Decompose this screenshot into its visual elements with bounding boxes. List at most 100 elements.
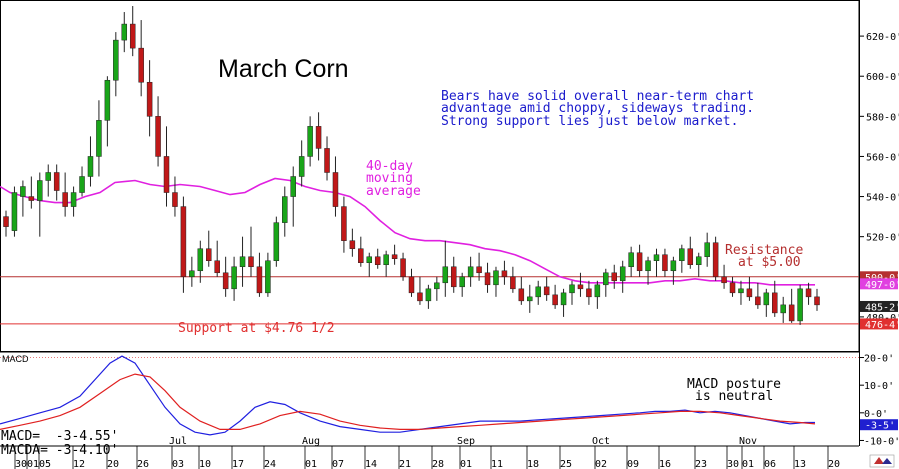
price-tick-label: 480-0' bbox=[866, 313, 899, 324]
candle-body bbox=[214, 260, 220, 274]
candle-body bbox=[594, 284, 601, 298]
candle-body bbox=[763, 292, 770, 306]
candle bbox=[662, 248, 668, 277]
x-tick-label: 03 bbox=[172, 459, 184, 469]
candle bbox=[467, 256, 474, 287]
x-tick-label: 20 bbox=[828, 459, 840, 469]
candle-body bbox=[265, 260, 271, 294]
candle-body bbox=[391, 254, 398, 259]
candle-body bbox=[459, 276, 465, 288]
candle bbox=[619, 260, 626, 293]
commentary-text: Bears have solid overall near-term chart… bbox=[441, 89, 762, 129]
candle bbox=[155, 96, 161, 167]
candle-body bbox=[239, 256, 246, 268]
price-tag: 497-0' bbox=[860, 278, 899, 291]
candle-body bbox=[552, 294, 558, 306]
candle bbox=[374, 248, 381, 269]
candle bbox=[324, 136, 330, 181]
logo-icon bbox=[869, 454, 895, 468]
candle bbox=[442, 240, 449, 297]
price-tag: 500-0' bbox=[860, 271, 899, 284]
candle bbox=[721, 264, 727, 289]
candle-body bbox=[484, 272, 491, 286]
candle-body bbox=[3, 216, 9, 227]
candle-body bbox=[374, 256, 381, 266]
candle bbox=[594, 280, 601, 309]
candle bbox=[70, 186, 77, 217]
candle-body bbox=[332, 172, 339, 207]
x-tick-label: 01 bbox=[305, 459, 317, 469]
x-tick-label: 12 bbox=[73, 459, 85, 469]
candle-body bbox=[442, 266, 449, 284]
candle-body bbox=[476, 266, 482, 274]
candle bbox=[569, 280, 575, 305]
candle bbox=[417, 276, 423, 305]
candle bbox=[408, 268, 415, 297]
candle-body bbox=[408, 276, 415, 294]
candle bbox=[603, 268, 609, 297]
candle bbox=[560, 288, 567, 317]
candle bbox=[755, 282, 761, 309]
price-tag-bg bbox=[860, 278, 898, 290]
candle-body bbox=[366, 256, 373, 263]
candle bbox=[772, 280, 778, 317]
candle-body bbox=[704, 242, 710, 257]
candle bbox=[104, 76, 111, 147]
candle-body bbox=[493, 270, 499, 286]
candle-body bbox=[189, 270, 195, 278]
candle-body bbox=[400, 258, 406, 278]
candle-body bbox=[197, 248, 204, 272]
x-tick-label: 20 bbox=[107, 459, 119, 469]
x-tick-label: 17 bbox=[232, 459, 244, 469]
candle bbox=[189, 256, 195, 287]
candle bbox=[138, 20, 144, 97]
candle bbox=[273, 216, 280, 267]
candle bbox=[704, 232, 710, 267]
candle bbox=[298, 140, 305, 187]
candle bbox=[400, 252, 406, 281]
candle-body bbox=[62, 192, 68, 207]
candle bbox=[248, 226, 254, 277]
candle bbox=[45, 164, 51, 197]
month-label: Jul bbox=[169, 436, 187, 447]
candle bbox=[53, 164, 60, 201]
candle bbox=[814, 288, 820, 311]
commentary-line-1: Bears have solid overall near-term chart bbox=[441, 89, 754, 104]
candle bbox=[687, 236, 694, 269]
candle-body bbox=[780, 304, 786, 314]
candle-body bbox=[45, 172, 51, 181]
candle-body bbox=[231, 266, 237, 290]
candle-body bbox=[206, 248, 212, 261]
candle bbox=[265, 252, 271, 297]
candle bbox=[79, 166, 85, 197]
candle-body bbox=[146, 81, 153, 117]
candle bbox=[20, 180, 26, 217]
price-tick-label: 620-0' bbox=[866, 32, 899, 43]
candle-body bbox=[569, 284, 575, 294]
candle-body bbox=[172, 192, 178, 207]
candle-body bbox=[290, 176, 296, 197]
macd-tick-label: 20-0' bbox=[864, 354, 894, 365]
x-tick-label: 06 bbox=[764, 459, 776, 469]
x-tick-label: 05 bbox=[39, 459, 51, 469]
resistance-label: Resistance at $5.00 bbox=[725, 243, 811, 270]
x-tick-label: 23 bbox=[695, 459, 707, 469]
macd-panel: 20-0' 10-0' 0-0' -10-0' -3-5' bbox=[0, 354, 899, 447]
x-tick-label: 07 bbox=[332, 459, 344, 469]
price-tag-label: 476-4' bbox=[865, 320, 899, 331]
candle-body bbox=[298, 156, 305, 177]
candle bbox=[628, 246, 634, 277]
candle bbox=[383, 250, 389, 277]
candle bbox=[527, 284, 533, 313]
candle-body bbox=[358, 248, 364, 263]
candle-body bbox=[341, 206, 347, 241]
price-tag: 476-4' bbox=[860, 318, 899, 331]
candle-body bbox=[603, 272, 609, 286]
support-label: Support at $4.76 1/2 bbox=[178, 321, 335, 336]
x-tick-label: 11 bbox=[491, 459, 503, 469]
candle bbox=[653, 248, 660, 277]
candle bbox=[214, 240, 220, 277]
candle bbox=[636, 244, 643, 277]
candle bbox=[535, 280, 541, 305]
candle bbox=[729, 276, 736, 297]
